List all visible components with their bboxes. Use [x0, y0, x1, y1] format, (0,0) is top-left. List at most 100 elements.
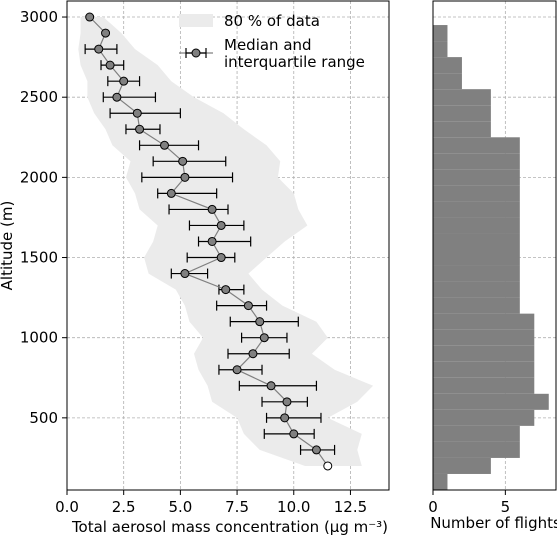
- y-tick-label: 3000: [20, 8, 58, 26]
- x-tick-label: 5.0: [168, 498, 192, 516]
- histogram-bar: [433, 121, 491, 138]
- errorbar: [138, 140, 200, 151]
- median-point: [282, 397, 292, 407]
- errorbar: [188, 220, 245, 231]
- median-point: [94, 44, 104, 54]
- histogram-bar: [433, 473, 448, 490]
- legend-median-dot: [191, 48, 201, 58]
- histogram-x-tick-label: 0: [428, 498, 438, 516]
- median-point: [112, 92, 122, 102]
- errorbar: [229, 316, 299, 327]
- y-tick-label: 2500: [20, 88, 58, 106]
- errorbar: [170, 268, 209, 279]
- histogram-bar: [433, 41, 448, 58]
- histogram-frame: [432, 0, 557, 491]
- legend-median-marker: [179, 48, 213, 58]
- histogram-bars: [433, 25, 549, 490]
- median-point: [166, 188, 176, 198]
- histogram-x-label: Number of flights: [430, 514, 557, 532]
- histogram-bar: [433, 361, 535, 378]
- errorbar: [238, 380, 318, 391]
- median-point: [178, 156, 188, 166]
- histogram-bar: [433, 441, 520, 458]
- errorbar: [263, 428, 315, 439]
- interquartile-errorbars: [84, 44, 336, 455]
- concentration-profile-plot: 0.0 2.5 5.0 7.5 10.0 12.5 500 1000 1500 2000 2500…: [0, 0, 390, 535]
- histogram-bar: [433, 169, 520, 186]
- legend: 80 % of data Median and interquartile ra…: [179, 12, 365, 71]
- y-tick-label: 2000: [20, 168, 58, 186]
- legend-band-label: 80 % of data: [224, 12, 320, 30]
- median-point: [221, 285, 231, 295]
- errorbar: [102, 92, 157, 103]
- histogram-bar: [433, 233, 520, 250]
- histogram-bar: [433, 73, 462, 90]
- median-point: [311, 445, 321, 455]
- median-point: [180, 269, 190, 279]
- median-point: [248, 349, 258, 359]
- errorbar: [152, 156, 227, 167]
- legend-band-swatch: [179, 14, 213, 27]
- errorbar: [186, 252, 236, 263]
- histogram-bar: [433, 153, 520, 170]
- median-point: [280, 413, 290, 423]
- median-point: [289, 429, 299, 439]
- median-point: [255, 317, 265, 327]
- errorbar: [216, 300, 268, 311]
- median-point: [85, 12, 95, 22]
- histogram-bar: [433, 201, 520, 218]
- legend-median-label: Median and: [224, 36, 312, 54]
- x-tick-label: 0.0: [55, 498, 79, 516]
- y-axis-ticks: 500 1000 1500 2000 2500 3000: [20, 8, 67, 427]
- median-point: [105, 60, 115, 70]
- x-tick-label: 12.5: [334, 498, 367, 516]
- x-tick-label: 7.5: [225, 498, 249, 516]
- histogram-bar: [433, 217, 520, 234]
- errorbar: [227, 348, 290, 359]
- y-axis-label: Altitude (m): [0, 201, 16, 291]
- errorbar: [197, 236, 252, 247]
- median-point: [243, 301, 253, 311]
- errorbar: [109, 108, 181, 119]
- median-point: [216, 253, 226, 263]
- y-tick-label: 1500: [20, 249, 58, 267]
- histogram-bar: [433, 185, 520, 202]
- histogram-bar: [433, 297, 520, 314]
- histogram-bar: [433, 281, 520, 298]
- legend-median-label-line2: interquartile range: [224, 53, 365, 71]
- median-point: [232, 365, 242, 375]
- histogram-bar: [433, 409, 535, 426]
- median-point: [160, 140, 170, 150]
- errorbar: [265, 412, 322, 423]
- median-point: [180, 172, 190, 182]
- histogram-x-tick-label: 5: [501, 498, 511, 516]
- histogram-bar: [433, 105, 491, 122]
- median-markers: [85, 12, 333, 471]
- histogram-bar: [433, 457, 491, 474]
- histogram-bar: [433, 425, 520, 442]
- y-tick-label: 1000: [20, 329, 58, 347]
- median-point: [259, 333, 269, 343]
- histogram-bar: [433, 57, 462, 74]
- median-point-open: [323, 461, 333, 471]
- histogram-bar: [433, 249, 520, 266]
- plot-frame: [66, 0, 390, 491]
- x-axis-label: Total aerosol mass concentration (μg m⁻³…: [71, 518, 388, 535]
- histogram-bar: [433, 313, 535, 330]
- y-tick-label: 500: [29, 409, 58, 427]
- histogram-bar: [433, 393, 549, 410]
- median-point: [266, 381, 276, 391]
- median-point: [207, 204, 217, 214]
- median-point: [216, 220, 226, 230]
- histogram-bar: [433, 89, 491, 106]
- x-tick-label: 10.0: [277, 498, 310, 516]
- median-point: [132, 108, 142, 118]
- x-tick-label: 2.5: [112, 498, 136, 516]
- histogram-bar: [433, 329, 535, 346]
- median-point: [207, 236, 217, 246]
- histogram-bar: [433, 265, 520, 282]
- histogram-bar: [433, 137, 520, 154]
